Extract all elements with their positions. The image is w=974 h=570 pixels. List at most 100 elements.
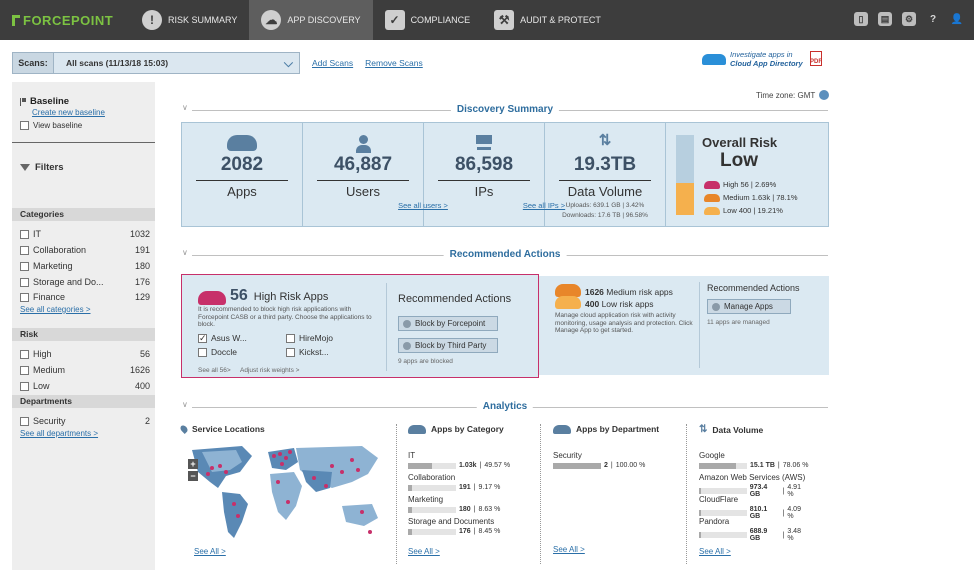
pdf-icon[interactable]: PDF [810, 51, 822, 66]
view-baseline-checkbox[interactable]: View baseline [20, 121, 82, 130]
checkbox[interactable] [20, 416, 29, 426]
see-all-categories-analytics-link[interactable]: See All > [408, 547, 440, 556]
filter-category-it[interactable]: IT 1032 [20, 228, 150, 240]
checkbox[interactable] [20, 365, 29, 375]
bar-row[interactable]: IT 1.03k | 49.57 % [408, 451, 518, 469]
map-marker[interactable] [330, 464, 334, 468]
see-all-ips-link[interactable]: See all IPs > [522, 201, 566, 210]
map-marker[interactable] [360, 510, 364, 514]
block-by-third-party-button[interactable]: Block by Third Party [398, 338, 498, 353]
create-baseline-link[interactable]: Create new baseline [32, 108, 105, 117]
summary-apps[interactable]: 2082 Apps [182, 123, 303, 226]
bar-row[interactable]: Collaboration 191 | 9.17 % [408, 473, 518, 491]
mobile-icon[interactable]: ▯ [854, 12, 868, 26]
see-all-locations-link[interactable]: See All > [194, 547, 226, 556]
checkbox[interactable] [20, 349, 29, 359]
see-all-volume-link[interactable]: See All > [699, 547, 731, 556]
checkbox[interactable] [20, 245, 29, 255]
map-marker[interactable] [232, 502, 236, 506]
map-marker[interactable] [312, 476, 316, 480]
see-all-users-link[interactable]: See all users > [398, 201, 448, 210]
bar-row[interactable]: Google 15.1 TB | 78.06 % [699, 451, 809, 469]
see-all-categories-link[interactable]: See all categories > [20, 305, 91, 314]
map-marker[interactable] [286, 500, 290, 504]
discovery-summary-header[interactable]: ∨ Discovery Summary [182, 103, 828, 116]
chevron-down-icon[interactable]: ∨ [182, 400, 188, 409]
remove-scans-link[interactable]: Remove Scans [365, 58, 423, 68]
checkbox[interactable] [198, 347, 207, 357]
apps-label: Apps [227, 184, 257, 199]
checkbox[interactable] [20, 261, 29, 271]
block-by-forcepoint-button[interactable]: Block by Forcepoint [398, 316, 498, 331]
bar-row[interactable]: CloudFlare 810.1 GB | 4.09 % [699, 495, 809, 520]
checkbox[interactable] [20, 277, 29, 287]
bar-row[interactable]: Marketing 180 | 8.63 % [408, 495, 518, 513]
checkbox[interactable] [20, 381, 29, 391]
app-checkbox-hiremojo[interactable]: HireMojo [286, 333, 333, 343]
map-marker[interactable] [350, 458, 354, 462]
checkbox[interactable] [286, 347, 295, 357]
filters-title: Filters [20, 162, 64, 173]
adjust-risk-weights-link[interactable]: Adjust risk weights > [240, 367, 300, 374]
app-checkbox-asus[interactable]: ✓ Asus W... [198, 333, 247, 343]
recommended-actions-header[interactable]: ∨ Recommended Actions [182, 248, 828, 261]
checkbox[interactable] [20, 292, 29, 302]
bar-row[interactable]: Pandora 688.9 GB | 3.48 % [699, 517, 809, 542]
world-map[interactable] [182, 442, 390, 548]
brand-logo[interactable]: FORCEPOINT [0, 13, 130, 28]
checkbox[interactable] [20, 229, 29, 239]
map-marker[interactable] [272, 454, 276, 458]
chevron-down-icon[interactable]: ∨ [182, 103, 188, 112]
nav-app-discovery[interactable]: ☁ APP DISCOVERY [249, 0, 373, 40]
see-all-departments-link[interactable]: See all departments > [20, 429, 99, 438]
map-marker[interactable] [206, 472, 210, 476]
gear-icon[interactable]: ⚙ [902, 12, 916, 26]
bar-row[interactable]: Security 2 | 100.00 % [553, 451, 663, 469]
filter-category-storage[interactable]: Storage and Do... 176 [20, 276, 150, 288]
filter-risk-medium[interactable]: Medium 1626 [20, 364, 150, 376]
nav-compliance[interactable]: ✓ COMPLIANCE [373, 0, 483, 40]
add-scans-link[interactable]: Add Scans [312, 58, 354, 68]
map-marker[interactable] [236, 514, 240, 518]
chevron-down-icon[interactable]: ∨ [182, 248, 188, 257]
nav-audit-protect[interactable]: ⚒ AUDIT & PROTECT [482, 0, 613, 40]
help-icon[interactable]: ? [929, 13, 937, 25]
zoom-out-button[interactable]: − [188, 471, 198, 481]
bar-row[interactable]: Amazon Web Services (AWS) 973.4 GB | 4.91 % [699, 473, 809, 498]
filter-category-marketing[interactable]: Marketing 180 [20, 260, 150, 272]
zoom-in-button[interactable]: + [188, 459, 198, 469]
nav-risk-summary[interactable]: ! RISK SUMMARY [130, 0, 249, 40]
checkbox[interactable] [20, 121, 29, 130]
see-all-high-risk-link[interactable]: See all 56> [198, 367, 231, 374]
map-marker[interactable] [218, 464, 222, 468]
map-marker[interactable] [288, 450, 292, 454]
analytics-header[interactable]: ∨ Analytics [182, 400, 828, 413]
scans-dropdown[interactable]: All scans (11/13/18 15:03) ⌵ [54, 52, 300, 74]
map-marker[interactable] [224, 470, 228, 474]
map-marker[interactable] [280, 462, 284, 466]
clock-icon[interactable] [819, 90, 830, 100]
app-checkbox-kickst[interactable]: Kickst... [286, 347, 329, 357]
map-marker[interactable] [278, 452, 282, 456]
bar-row[interactable]: Storage and Documents 176 | 8.45 % [408, 517, 518, 535]
filter-category-collaboration[interactable]: Collaboration 191 [20, 244, 150, 256]
app-checkbox-doccle[interactable]: Doccle [198, 347, 237, 357]
map-marker[interactable] [210, 466, 214, 470]
map-marker[interactable] [324, 484, 328, 488]
user-icon[interactable]: 👤 [950, 13, 964, 25]
filter-category-finance[interactable]: Finance 129 [20, 291, 150, 303]
map-marker[interactable] [356, 468, 360, 472]
filter-department-security[interactable]: Security 2 [20, 415, 150, 427]
manage-apps-button[interactable]: Manage Apps [707, 299, 791, 314]
map-marker[interactable] [368, 530, 372, 534]
checkbox[interactable] [286, 333, 295, 343]
filter-risk-low[interactable]: Low 400 [20, 380, 150, 392]
map-marker[interactable] [284, 456, 288, 460]
see-all-departments-analytics-link[interactable]: See All > [553, 545, 585, 554]
document-icon[interactable]: ▤ [878, 12, 892, 26]
filter-risk-high[interactable]: High 56 [20, 348, 150, 360]
cloud-app-directory-link[interactable]: Investigate apps in Cloud App Directory [702, 50, 803, 68]
checkbox-checked[interactable]: ✓ [198, 332, 207, 343]
map-marker[interactable] [340, 470, 344, 474]
map-marker[interactable] [276, 480, 280, 484]
